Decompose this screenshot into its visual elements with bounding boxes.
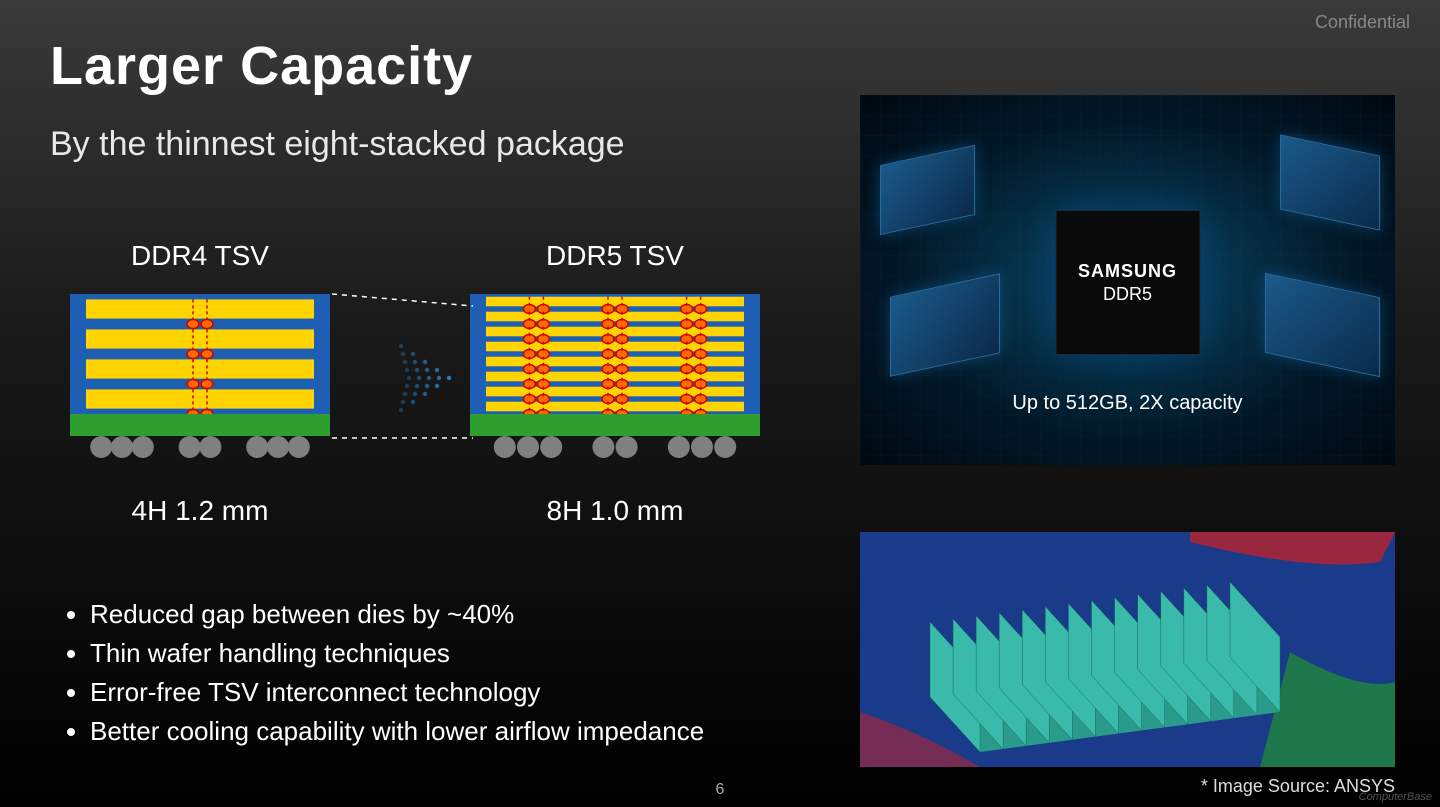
ddr4-svg [70, 290, 330, 460]
ddr5-caption: 8H 1.0 mm [470, 495, 760, 527]
bullet-item: Thin wafer handling techniques [90, 634, 704, 673]
ddr5-svg [470, 290, 760, 460]
guide-lines [330, 288, 475, 468]
heatsink-svg [860, 532, 1395, 767]
ddr5-label: DDR5 TSV [470, 240, 760, 272]
promo-brand: SAMSUNG [1078, 261, 1177, 282]
watermark: ComputerBase [1359, 791, 1432, 803]
ddr5-stack: DDR5 TSV 8H 1.0 mm [470, 240, 760, 527]
promo-image: SAMSUNG DDR5 Up to 512GB, 2X capacity [860, 95, 1395, 465]
ddr4-stack: DDR4 TSV 4H 1.2 mm [70, 240, 330, 527]
promo-chip: SAMSUNG DDR5 [1055, 210, 1200, 355]
tsv-diagram: DDR4 TSV 4H 1.2 mm DDR5 TSV 8H 1.0 mm [70, 240, 770, 560]
ddr4-label: DDR4 TSV [70, 240, 330, 272]
bullet-item: Reduced gap between dies by ~40% [90, 595, 704, 634]
bullet-list: Reduced gap between dies by ~40% Thin wa… [60, 595, 704, 751]
promo-product: DDR5 [1103, 284, 1152, 305]
bullet-item: Better cooling capability with lower air… [90, 712, 704, 751]
slide-title: Larger Capacity [50, 35, 473, 97]
ddr4-caption: 4H 1.2 mm [70, 495, 330, 527]
page-number: 6 [716, 781, 725, 799]
confidential-label: Confidential [1315, 12, 1410, 33]
slide-subtitle: By the thinnest eight-stacked package [50, 125, 625, 164]
bullet-item: Error-free TSV interconnect technology [90, 673, 704, 712]
promo-tagline: Up to 512GB, 2X capacity [1012, 392, 1242, 415]
heatsink-image [860, 532, 1395, 767]
